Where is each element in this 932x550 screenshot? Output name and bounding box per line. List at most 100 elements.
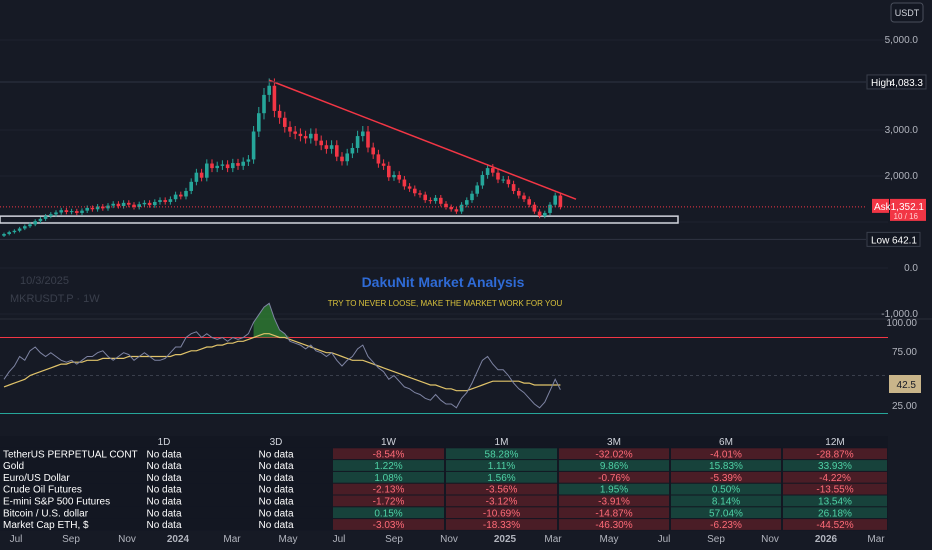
cell-bg-4-3 [333,495,444,507]
cell-6-3: -3.03% [373,520,405,531]
cell-2-7: -4.22% [819,473,851,484]
ask-tag [872,198,889,213]
cell-0-1: No data [146,449,181,460]
trendline[interactable] [268,79,577,200]
candle-23 [121,202,126,207]
candle-1 [7,232,11,234]
candle-50 [262,94,266,114]
candle-107 [558,195,563,207]
cell-bg-5-6 [671,507,781,519]
candle-51 [267,85,271,95]
cell-5-2: No data [258,508,293,519]
candle-38 [199,172,204,178]
price-candles[interactable] [2,78,563,238]
candle-29 [153,201,157,206]
currency-badge[interactable]: USDT [890,2,924,23]
usdt-badge-text: USDT [895,8,920,18]
x-tick-4: Mar [223,534,241,545]
date-watermark: 10/3/2025 [20,275,69,287]
cell-4-1: No data [146,497,181,508]
candle-31 [163,200,167,202]
candle-5 [28,224,32,227]
candle-62 [324,145,329,149]
cell-3-5: 1.95% [600,485,628,496]
candle-77 [402,179,407,187]
cell-1-4: 1.11% [488,461,516,472]
candle-94 [491,168,495,173]
cell-bg-2-3 [333,471,444,483]
cell-bg-3-5 [559,483,669,495]
oscillator-pane[interactable] [0,302,888,414]
price-tick-5: -1,000.0 [881,309,918,320]
candle-30 [158,200,162,202]
support-zone[interactable] [0,215,679,224]
cell-bg-3-3 [333,483,444,495]
cell-2-6: -5.39% [710,473,742,484]
candle-70 [366,131,370,148]
candle-105 [548,204,552,213]
cell-4-6: 8.14% [712,497,740,508]
osc-ma-line [3,333,561,392]
osc-overbought-fill [253,303,296,338]
cell-6-5: -46.30% [595,520,632,531]
ask-sub: 10 / 16 [894,212,919,221]
row-label-2: Euro/US Dollar [3,473,70,484]
candle-8 [43,216,48,219]
candle-18 [95,206,100,210]
cell-3-7: -13.55% [816,485,853,496]
candle-0 [2,233,6,236]
candle-88 [459,204,464,212]
candle-47 [246,159,251,162]
row-label-3: Crude Oil Futures [3,485,82,496]
x-tick-1: Sep [62,534,80,545]
cell-3-6: 0.50% [712,485,740,496]
low-value: 642.1 [892,235,917,246]
cell-4-7: 13.54% [818,497,852,508]
cell-bg-3-4 [446,483,557,495]
candle-106 [553,195,557,205]
x-axis[interactable]: Jul Sep Nov 2024 Mar May Jul Sep Nov 2025 Mar May Ju… [10,534,886,545]
candle-59 [309,133,313,139]
candle-60 [314,133,318,141]
candle-68 [355,136,360,148]
cell-bg-6-5 [559,519,669,530]
candle-65 [340,156,344,162]
cell-bg-5-5 [559,507,669,519]
candle-93 [485,168,490,175]
cell-0-7: -28.87% [816,449,853,460]
candle-79 [413,188,417,194]
price-tick-0: 5,000.0 [885,35,919,46]
col-header-4: 1M [495,437,509,448]
resistance-trendline [268,79,577,200]
cell-bg-1-5 [559,460,669,471]
cell-0-4: 58.28% [485,449,519,460]
cell-2-3: 1.08% [374,473,402,484]
cell-5-7: 26.18% [818,508,852,519]
cell-0-3: -8.54% [373,449,405,460]
cell-0-5: -32.02% [595,449,632,460]
candle-83 [433,197,438,202]
candle-91 [475,185,479,194]
row-label-6: Market Cap ETH, $ [3,520,89,531]
cell-1-3: 1.22% [374,461,402,472]
x-tick-14: Nov [761,534,779,545]
cell-bg-2-7 [783,471,887,483]
cell-bg-1-6 [671,460,781,471]
cell-3-2: No data [258,485,293,496]
cell-bg-4-7 [783,495,887,507]
candle-9 [49,214,53,217]
candle-36 [189,181,193,191]
x-tick-3: 2024 [167,534,190,545]
candle-32 [168,199,173,202]
cell-6-7: -44.52% [816,520,853,531]
candle-100 [522,195,526,200]
candle-40 [210,163,214,169]
candle-61 [319,140,323,146]
cell-6-1: No data [146,520,181,531]
cell-bg-0-5 [559,448,669,460]
candle-19 [101,206,105,209]
